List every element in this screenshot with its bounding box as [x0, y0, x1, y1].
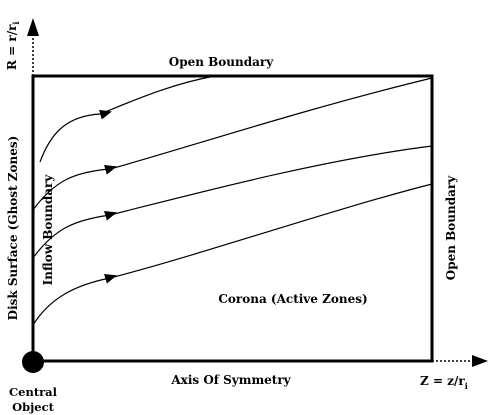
inflow-boundary-label: Inflow Boundary — [41, 174, 55, 286]
central-object-label-line-1: Central — [9, 385, 58, 399]
region-label: Corona (Active Zones) — [218, 292, 367, 306]
top-boundary-label: Open Boundary — [169, 55, 274, 69]
z-axis-arrow-icon — [472, 355, 488, 367]
central-object-label-line-2: Object — [12, 400, 55, 414]
streamline-3 — [32, 145, 433, 259]
r-axis-label: R = r/ri — [5, 22, 21, 70]
z-axis-label: Z = z/ri — [420, 374, 468, 391]
streamline-4 — [32, 183, 433, 326]
right-boundary-label: Open Boundary — [444, 175, 458, 280]
left-boundary-label: Disk Surface (Ghost Zones) — [6, 136, 20, 321]
streamline-2 — [32, 77, 433, 211]
streamlines — [32, 75, 433, 326]
streamline-arrows — [99, 109, 117, 284]
central-object-disc — [22, 351, 44, 373]
streamline-1 — [39, 75, 216, 163]
r-axis-arrow-icon — [27, 18, 39, 36]
computational-domain — [31, 74, 434, 363]
bottom-axis-label: Axis Of Symmetry — [170, 373, 291, 387]
